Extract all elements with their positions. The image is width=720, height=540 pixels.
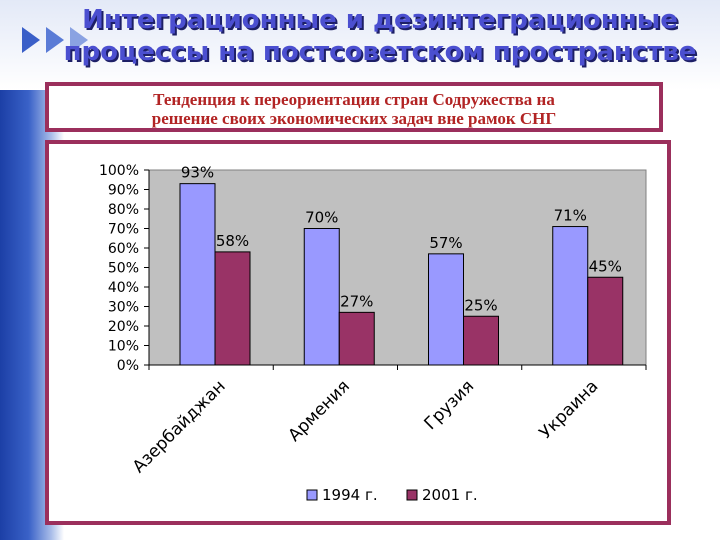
- subtitle-line-1: Тенденция к переориентации стран Содруже…: [153, 90, 555, 109]
- subtitle-box: Тенденция к переориентации стран Содруже…: [45, 82, 663, 132]
- data-label: 57%: [429, 234, 462, 252]
- y-tick-label: 40%: [108, 280, 139, 296]
- header-background: [0, 0, 720, 90]
- legend-swatch: [406, 489, 418, 501]
- data-label: 93%: [181, 164, 214, 182]
- slide-title: Интеграционные и дезинтеграционные проце…: [40, 4, 720, 68]
- data-label: 45%: [589, 257, 622, 275]
- bar: [463, 315, 499, 366]
- y-tick-label: 90%: [108, 183, 139, 199]
- data-label: 27%: [340, 292, 373, 310]
- chevron-arrows-icon: [22, 27, 88, 53]
- bar: [338, 311, 375, 366]
- subtitle-line-2: решение своих экономических задач вне ра…: [151, 109, 557, 128]
- legend-swatch: [306, 489, 318, 501]
- category-label: Азербайджан: [129, 376, 230, 477]
- bar: [552, 226, 589, 366]
- bar: [587, 276, 624, 366]
- y-tick-label: 80%: [108, 202, 139, 218]
- category-label: Армения: [285, 376, 354, 445]
- title-line-1: Интеграционные и дезинтеграционные: [82, 5, 678, 35]
- y-tick-label: 0%: [117, 358, 139, 374]
- category-label: Грузия: [420, 376, 478, 434]
- data-label: 58%: [216, 232, 249, 250]
- data-label: 25%: [464, 296, 497, 314]
- bar: [428, 253, 464, 366]
- y-tick-label: 10%: [108, 339, 139, 355]
- data-label: 70%: [305, 209, 338, 227]
- bar: [303, 228, 340, 366]
- y-tick-label: 50%: [108, 261, 139, 277]
- category-label: Украина: [536, 376, 603, 443]
- bar: [179, 183, 216, 366]
- bar: [214, 251, 251, 366]
- title-line-2: процессы на постсоветском пространстве: [63, 37, 697, 67]
- legend-label: 2001 г.: [422, 486, 478, 504]
- y-tick-label: 30%: [108, 300, 139, 316]
- legend-label: 1994 г.: [322, 486, 378, 504]
- y-tick-label: 100%: [99, 163, 139, 179]
- data-label: 71%: [554, 207, 587, 225]
- y-tick-label: 20%: [108, 319, 139, 335]
- y-tick-label: 60%: [108, 241, 139, 257]
- y-tick-label: 70%: [108, 222, 139, 238]
